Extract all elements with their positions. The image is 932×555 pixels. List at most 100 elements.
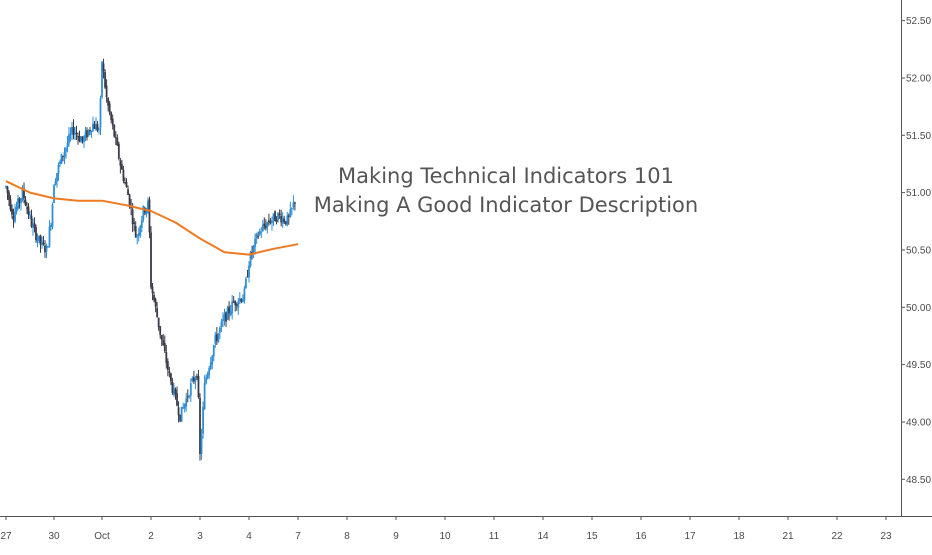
candle-body — [211, 355, 214, 365]
candle — [110, 111, 113, 124]
candle-body — [62, 155, 64, 157]
candle — [266, 221, 269, 234]
candle-body — [102, 63, 105, 71]
candle-body — [202, 406, 204, 434]
candle — [191, 376, 194, 383]
candle — [226, 305, 229, 321]
candle — [36, 233, 39, 248]
candle — [246, 269, 249, 278]
candle — [206, 371, 209, 380]
candle-body — [131, 209, 134, 225]
candle-body — [240, 299, 243, 302]
candle — [102, 58, 105, 79]
candle-body — [248, 265, 250, 278]
candle — [89, 126, 91, 136]
candle — [232, 296, 235, 304]
candle — [280, 209, 283, 227]
candle-body — [222, 319, 224, 322]
candle-body — [238, 298, 241, 302]
candle-body — [292, 202, 295, 208]
candle — [142, 205, 145, 223]
candle — [48, 220, 51, 248]
candle-body — [147, 201, 149, 210]
candle-body — [260, 232, 263, 234]
candle-body — [237, 301, 240, 308]
candle-body — [214, 335, 217, 344]
candle-body — [280, 215, 283, 223]
candle-body — [271, 220, 273, 224]
candle-body — [45, 245, 48, 252]
candle — [229, 304, 232, 317]
candle-body — [14, 211, 16, 222]
price-tick-label: 52.00 — [906, 73, 931, 84]
price-tick-label: 48.50 — [906, 475, 931, 486]
candle-body — [89, 130, 91, 132]
candle — [261, 219, 264, 233]
candle-body — [160, 335, 163, 340]
candle — [160, 334, 163, 347]
candle — [278, 209, 281, 219]
candle — [93, 121, 96, 129]
candle-body — [47, 246, 49, 248]
candle — [192, 370, 195, 385]
candle-body — [286, 215, 289, 226]
candle-body — [134, 226, 137, 238]
candle — [156, 302, 159, 318]
candle-body — [209, 362, 212, 369]
candle — [65, 146, 67, 159]
candle — [39, 234, 42, 253]
price-axis[interactable]: 52.50 52.00 51.50 51.00 50.50 50.00 49.50 49.00… — [901, 0, 931, 516]
candle — [148, 196, 151, 239]
candle — [180, 406, 183, 422]
candle — [119, 157, 122, 174]
candle — [183, 403, 186, 413]
candle-body — [156, 308, 159, 318]
annotation-line-1: Making Technical Indicators 101 — [338, 164, 674, 188]
candle — [248, 261, 250, 283]
annotation-line-2: Making A Good Indicator Description — [314, 193, 698, 217]
price-tick-label: 51.50 — [906, 131, 931, 142]
candle-body — [261, 225, 264, 231]
candle — [292, 195, 295, 210]
candle — [170, 372, 172, 386]
candle — [245, 276, 247, 290]
candle — [105, 79, 108, 103]
candle-body — [197, 376, 200, 398]
candle-body — [53, 185, 55, 203]
price-tick-label: 52.50 — [906, 16, 931, 27]
candle-body — [274, 211, 276, 222]
candle-body — [66, 143, 69, 147]
time-tick-label: 2 — [148, 531, 154, 542]
candle-body — [140, 219, 143, 228]
candle-body — [283, 218, 286, 222]
candle — [59, 159, 61, 167]
candle-body — [44, 245, 46, 253]
candle-body — [225, 312, 227, 322]
candle — [140, 215, 143, 233]
candle-body — [18, 198, 21, 203]
candle — [35, 224, 37, 243]
candle-body — [68, 134, 70, 144]
price-tick-label: 49.50 — [906, 360, 931, 371]
candle — [99, 95, 102, 136]
candle — [47, 246, 49, 248]
candle — [107, 96, 110, 112]
candle-body — [257, 236, 260, 238]
candle-body — [272, 213, 275, 220]
candle — [289, 201, 292, 218]
candle-body — [54, 181, 57, 185]
candle — [127, 185, 129, 195]
time-axis[interactable]: 27 30 Oct 2 3 4 7 8 9 10 11 14 15 16 17 18 21 22 23 — [0, 516, 932, 542]
candle-body — [108, 103, 111, 113]
candle — [220, 318, 223, 333]
candle-body — [119, 160, 122, 166]
time-tick-label: 10 — [439, 531, 451, 542]
candle-body — [219, 327, 221, 333]
candle-body — [294, 202, 296, 204]
time-tick-label: 23 — [880, 531, 892, 542]
candle — [287, 213, 290, 225]
candle-body — [255, 234, 258, 238]
candle-body — [289, 209, 292, 217]
candle-body — [69, 133, 72, 135]
